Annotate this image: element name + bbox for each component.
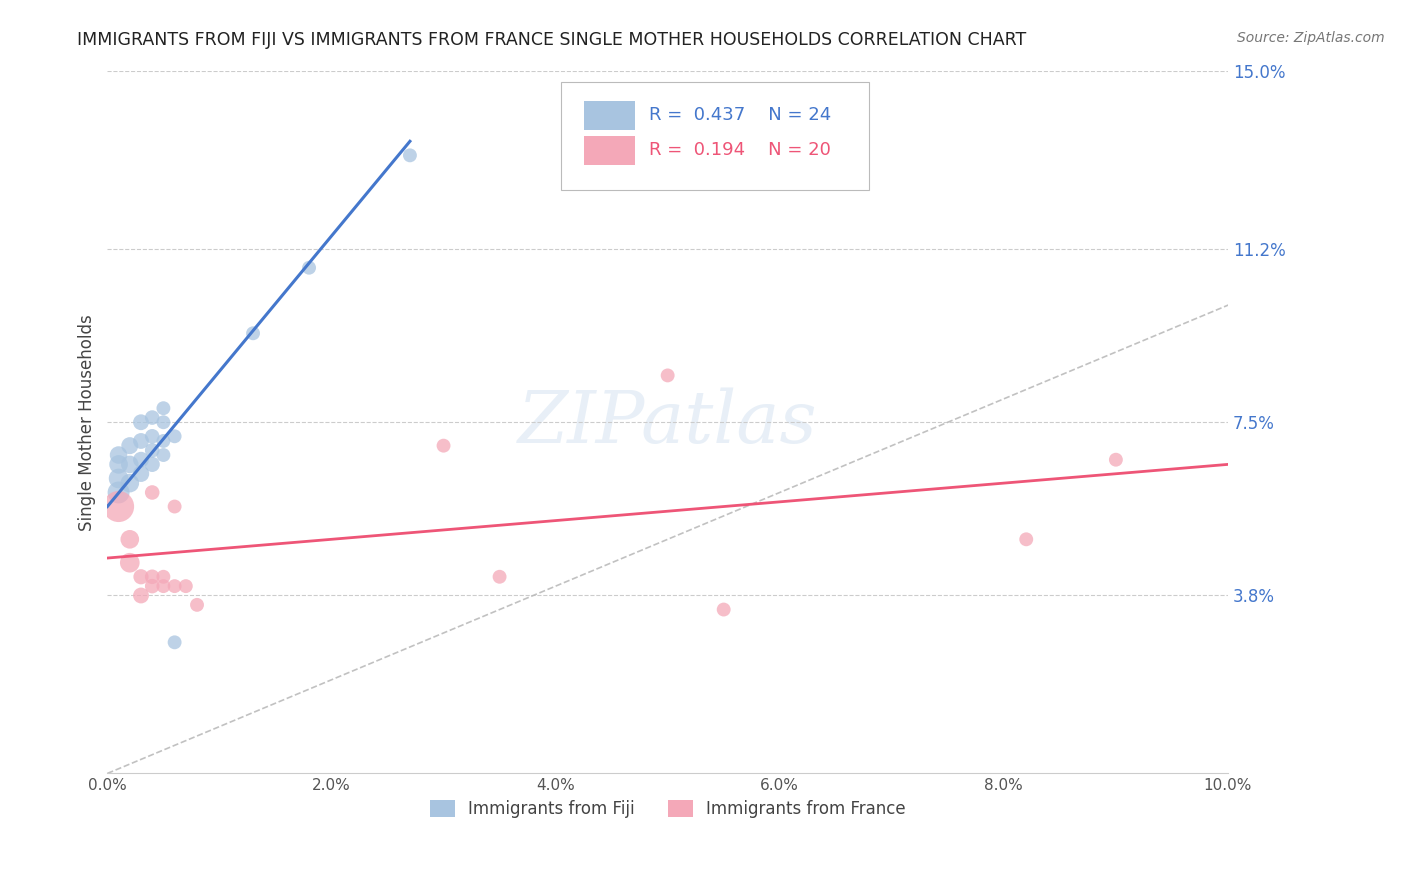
Legend: Immigrants from Fiji, Immigrants from France: Immigrants from Fiji, Immigrants from Fr… (423, 793, 912, 825)
Point (141, 458, 163, 472)
Text: ZIPatlas: ZIPatlas (517, 387, 817, 458)
Point (141, 485, 163, 500)
Point (129, 415, 152, 429)
Point (488, 570, 510, 584)
Point (186, 598, 208, 612)
FancyBboxPatch shape (583, 136, 636, 165)
Point (141, 429, 163, 443)
Point (163, 579, 186, 593)
Text: Source: ZipAtlas.com: Source: ZipAtlas.com (1237, 31, 1385, 45)
Point (152, 579, 174, 593)
Point (129, 589, 152, 603)
Point (118, 439, 141, 453)
Text: R =  0.437    N = 24: R = 0.437 N = 24 (648, 106, 831, 124)
Point (107, 485, 129, 500)
Point (152, 448, 174, 462)
Point (163, 635, 186, 649)
Point (432, 439, 454, 453)
Y-axis label: Single Mother Households: Single Mother Households (79, 314, 96, 531)
Point (118, 556, 141, 570)
Point (107, 448, 129, 462)
Point (129, 570, 152, 584)
FancyBboxPatch shape (583, 101, 636, 130)
Point (118, 533, 141, 547)
Point (129, 452, 152, 467)
Point (107, 500, 129, 514)
Point (713, 602, 735, 616)
Point (141, 570, 163, 584)
Point (129, 434, 152, 448)
Point (657, 368, 679, 383)
Text: R =  0.194    N = 20: R = 0.194 N = 20 (648, 142, 831, 160)
Point (174, 579, 197, 593)
Point (152, 401, 174, 416)
Point (1105, 452, 1128, 467)
Point (242, 326, 264, 341)
Point (152, 570, 174, 584)
FancyBboxPatch shape (561, 81, 869, 191)
Point (163, 429, 186, 443)
Point (298, 260, 321, 275)
Point (163, 500, 186, 514)
Point (118, 458, 141, 472)
Point (152, 434, 174, 448)
Point (1015, 533, 1038, 547)
Text: IMMIGRANTS FROM FIJI VS IMMIGRANTS FROM FRANCE SINGLE MOTHER HOUSEHOLDS CORRELAT: IMMIGRANTS FROM FIJI VS IMMIGRANTS FROM … (77, 31, 1026, 49)
Point (118, 476, 141, 491)
Point (107, 458, 129, 472)
Point (399, 148, 422, 162)
Point (141, 579, 163, 593)
Point (141, 410, 163, 425)
Point (152, 415, 174, 429)
Point (107, 471, 129, 485)
Point (129, 467, 152, 481)
Point (141, 443, 163, 458)
